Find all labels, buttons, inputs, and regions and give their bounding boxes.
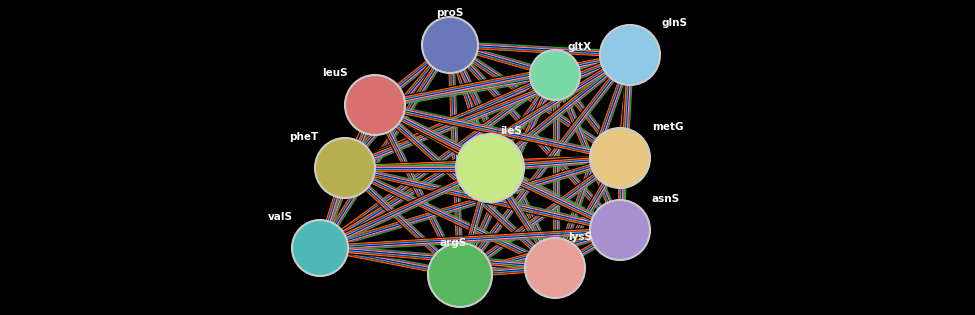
Text: leuS: leuS: [323, 68, 348, 78]
Text: metG: metG: [652, 122, 683, 132]
Text: glnS: glnS: [662, 18, 688, 28]
Text: lysS: lysS: [568, 232, 592, 242]
Circle shape: [590, 128, 650, 188]
Circle shape: [590, 200, 650, 260]
Circle shape: [530, 50, 580, 100]
Text: valS: valS: [268, 212, 293, 222]
Text: gltX: gltX: [567, 42, 591, 52]
Circle shape: [345, 75, 405, 135]
Circle shape: [428, 243, 492, 307]
Text: argS: argS: [440, 238, 467, 248]
Text: asnS: asnS: [652, 194, 681, 204]
Circle shape: [292, 220, 348, 276]
Text: ileS: ileS: [500, 126, 522, 136]
Circle shape: [456, 134, 524, 202]
Circle shape: [315, 138, 375, 198]
Text: pheT: pheT: [289, 132, 318, 142]
Circle shape: [422, 17, 478, 73]
Text: proS: proS: [437, 8, 464, 18]
Circle shape: [600, 25, 660, 85]
Circle shape: [525, 238, 585, 298]
